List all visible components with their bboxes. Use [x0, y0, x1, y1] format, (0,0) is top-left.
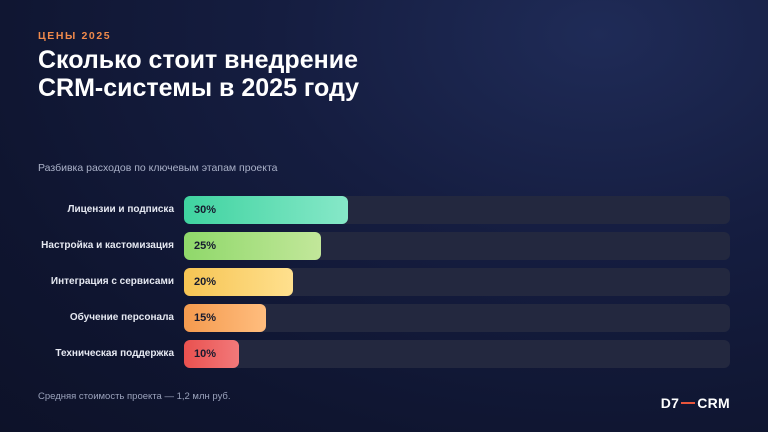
logo-text-right: CRM [697, 395, 730, 411]
bar-track: 25% [184, 232, 730, 260]
logo-text-left: D7 [660, 395, 680, 411]
bar: 10% [184, 340, 239, 368]
bar: 25% [184, 232, 321, 260]
footnote: Средняя стоимость проекта — 1,2 млн руб. [38, 391, 231, 402]
brand-logo: D7 CRM [661, 395, 730, 411]
category-label: Обучение персонала [69, 312, 174, 323]
eyebrow-label: ЦЕНЫ 2025 [38, 30, 112, 42]
bar-chart: Лицензии и подписка 30% Настройка и кастом… [0, 196, 768, 372]
bar: 20% [184, 268, 293, 296]
bar-row: Интеграция с сервисами 20% [0, 268, 768, 296]
bar: 30% [184, 196, 348, 224]
category-label: Лицензии и подписка [67, 204, 174, 215]
bar: 15% [184, 304, 266, 332]
bar-track: 20% [184, 268, 730, 296]
bar-track: 10% [184, 340, 730, 368]
bar-track: 30% [184, 196, 730, 224]
bar-track: 15% [184, 304, 730, 332]
category-label: Интеграция с сервисами [50, 276, 174, 287]
category-label: Техническая поддержка [55, 348, 174, 359]
page-title: Сколько стоит внедрение CRM-системы в 20… [38, 46, 360, 102]
bar-value-label: 30% [194, 204, 217, 216]
bar-value-label: 15% [194, 312, 217, 324]
logo-dash-icon [681, 402, 696, 404]
bar-value-label: 20% [194, 276, 217, 288]
category-label: Настройка и кастомизация [41, 240, 174, 251]
bar-row: Обучение персонала 15% [0, 304, 768, 332]
bar-value-label: 10% [194, 348, 217, 360]
bar-row: Лицензии и подписка 30% [0, 196, 768, 224]
bar-row: Настройка и кастомизация 25% [0, 232, 768, 260]
bar-value-label: 25% [194, 240, 217, 252]
bar-row: Техническая поддержка 10% [0, 340, 768, 368]
page-subtitle: Разбивка расходов по ключевым этапам про… [38, 162, 278, 174]
